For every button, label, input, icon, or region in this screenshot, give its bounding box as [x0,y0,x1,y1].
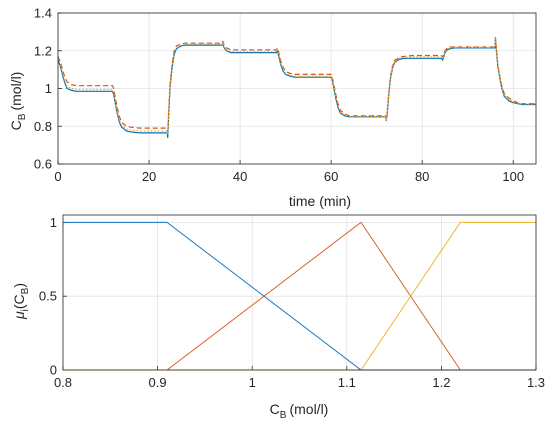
top-y-tick-label: 1.2 [34,43,52,58]
top-x-tick-label: 80 [415,169,429,184]
bottom-y-tick-labels: 00.51 [39,215,57,378]
bottom-plot-area [63,215,536,370]
bottom-y-label-arg-sub: B [20,287,31,294]
bottom-y-axis-label: μi(CB) [11,283,31,320]
top-y-label-unit: (mol/l) [8,72,24,111]
top-y-tick-label: 0.6 [34,157,52,172]
top-y-label-main: C [8,120,24,130]
bottom-x-axis-label: CB (mol/l) [270,401,329,421]
top-x-axis-label: time (min) [289,193,351,209]
top-y-tick-label: 1.4 [34,6,52,21]
top-series-group [57,36,536,139]
top-axes-frame [57,12,537,165]
bottom-x-label-sub: B [280,410,287,421]
bottom-axes-frame [62,214,537,371]
top-y-axis-label: CB (mol/l) [8,72,28,131]
top-series-line-3 [57,37,536,136]
top-x-tick-labels: 0 20 40 60 80 100 [54,169,524,184]
bottom-x-tick-label: 1.1 [338,375,356,390]
bottom-x-label-main: C [270,401,280,417]
bottom-x-label-unit: (mol/l) [289,401,328,417]
bottom-chart: 0.8 0.9 1 1.1 1.2 1.3 00.51 CB (mol/l) μi(CB) [11,214,545,421]
bottom-x-tick-label: 0.9 [149,375,167,390]
bottom-x-tick-label: 1 [249,375,256,390]
top-chart: 0 20 40 60 80 100 0.6 0.8 1 1.2 1.4 time (min) CB… [8,6,537,209]
bottom-x-tick-labels: 0.8 0.9 1 1.1 1.2 1.3 [54,375,545,390]
top-y-tick-labels: 0.6 0.8 1 1.2 1.4 [34,6,52,172]
top-y-tick-label: 0.8 [34,119,52,134]
top-y-tick-label: 1 [45,81,52,96]
bottom-x-tick-label: 1.2 [432,375,450,390]
top-x-tick-label: 0 [54,169,61,184]
bottom-y-tick-label: 0.5 [39,289,57,304]
bottom-y-label-i: i [20,309,31,311]
top-x-tick-label: 40 [233,169,247,184]
bottom-x-tick-label: 0.8 [54,375,72,390]
top-series-line-2 [57,38,536,133]
top-series-line-1 [57,36,536,139]
bottom-y-label-close: ) [11,283,27,288]
bottom-x-tick-label: 1.3 [527,375,545,390]
top-x-tick-label: 20 [142,169,156,184]
bottom-y-tick-label: 1 [50,215,57,230]
top-x-tick-label: 100 [502,169,524,184]
top-x-tick-label: 60 [324,169,338,184]
bottom-y-label-mu: μ [11,311,27,320]
bottom-y-tick-label: 0 [50,363,57,378]
bottom-y-label-arg: (C [11,294,27,309]
top-y-label-sub: B [17,113,28,120]
